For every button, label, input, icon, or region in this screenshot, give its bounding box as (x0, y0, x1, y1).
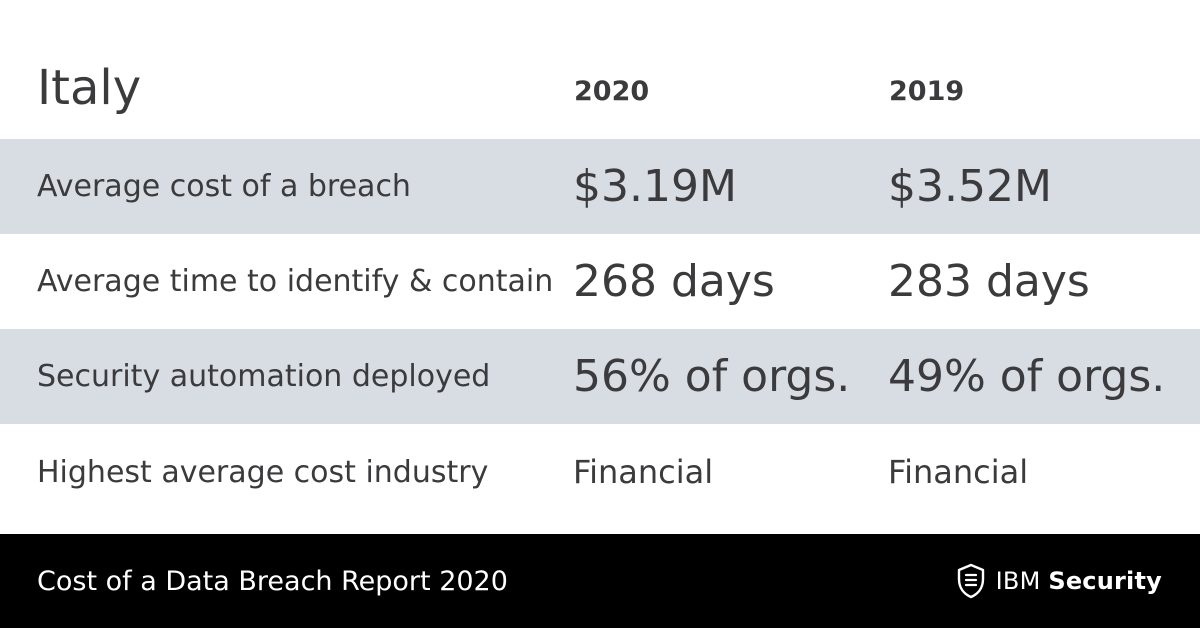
row-label: Security automation deployed (37, 359, 491, 394)
row-label: Average time to identify & contain (37, 264, 554, 299)
value-2019: $3.52M (888, 161, 1052, 212)
row-label: Average cost of a breach (37, 169, 411, 204)
row-highest-cost-industry: Highest average cost industry Financial … (0, 424, 1200, 534)
row-average-cost: Average cost of a breach $3.19M $3.52M (0, 139, 1200, 234)
shield-icon (957, 563, 984, 599)
header: Italy 2020 2019 (0, 0, 1200, 138)
footer: Cost of a Data Breach Report 2020 IBM Se… (0, 534, 1200, 628)
brand-security-text: Security (1048, 567, 1162, 595)
year-2020-header: 2020 (574, 76, 650, 107)
year-2019-header: 2019 (889, 76, 965, 107)
brand-ibm-text: IBM (995, 567, 1041, 595)
value-2020: $3.19M (573, 161, 737, 212)
ibm-security-logo: IBM Security (956, 534, 1162, 628)
row-time-to-identify: Average time to identify & contain 268 d… (0, 234, 1200, 329)
brand-text: IBM Security (996, 567, 1162, 595)
value-2019: 283 days (888, 256, 1090, 307)
country-title: Italy (37, 60, 142, 116)
value-2019: Financial (888, 453, 1029, 491)
row-security-automation: Security automation deployed 56% of orgs… (0, 329, 1200, 424)
value-2020: Financial (573, 453, 714, 491)
value-2020: 56% of orgs. (573, 351, 851, 402)
value-2019: 49% of orgs. (888, 351, 1166, 402)
value-2020: 268 days (573, 256, 775, 307)
row-label: Highest average cost industry (37, 454, 489, 490)
report-title: Cost of a Data Breach Report 2020 (37, 565, 508, 597)
